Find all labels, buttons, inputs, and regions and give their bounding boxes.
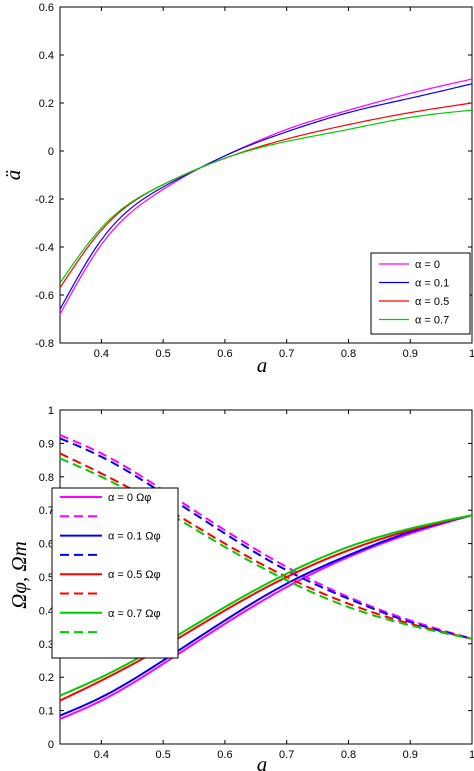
- y-tick-label: 0.1: [39, 706, 54, 718]
- x-tick-label: 0.6: [217, 749, 232, 761]
- series-line-0: [59, 514, 473, 720]
- y-tick-label: 0.3: [39, 639, 54, 651]
- legend-label-2: α = 0.5: [415, 296, 449, 308]
- legend-label-1: α = 0.1: [415, 278, 449, 290]
- y-tick-label: -0.6: [35, 290, 54, 302]
- series-line-0: [59, 78, 473, 315]
- x-axis-label: a: [257, 752, 268, 771]
- legend: α = 0 α = 0.1 α = 0.5 α = 0.7: [370, 252, 471, 335]
- y-tick-label: 0.7: [39, 505, 54, 517]
- y-tick-label: 0.2: [39, 672, 54, 684]
- legend-label-4: α = 0.5 Ωφ: [108, 569, 161, 581]
- series-line-1: [59, 434, 473, 640]
- y-tick-label: -0.4: [35, 242, 54, 254]
- x-tick-label: 0.4: [94, 749, 109, 761]
- x-tick-label: 1: [469, 348, 474, 360]
- y-tick-label: 0.6: [39, 2, 54, 14]
- y-axis-label: Ωφ, Ωm: [7, 541, 31, 609]
- x-tick-label: 0.7: [279, 348, 294, 360]
- legend-label-0: α = 0 Ωφ: [108, 492, 151, 504]
- legend-box: [370, 252, 471, 335]
- x-tick-label: 0.8: [341, 749, 356, 761]
- y-tick-label: 0.2: [39, 98, 54, 110]
- y-tick-label: 0.4: [39, 50, 54, 62]
- y-tick-label: 1: [48, 405, 54, 417]
- series-line-2: [59, 514, 473, 717]
- x-tick-label: 0.4: [94, 348, 109, 360]
- x-tick-label: 0.8: [341, 348, 356, 360]
- x-tick-label: 0.5: [156, 749, 171, 761]
- y-tick-label: 0.8: [39, 472, 54, 484]
- y-tick-label: 0: [48, 739, 54, 751]
- y-axis-label: ä: [1, 170, 25, 181]
- plot-frame: [59, 6, 473, 344]
- series-line-4: [59, 514, 473, 702]
- series-line-1: [59, 83, 473, 310]
- y-tick-label: 0.4: [39, 605, 54, 617]
- legend: α = 0 Ωφ α = 0.1 Ωφ α = 0.5 Ωφ α = 0.7 Ωφ: [51, 487, 179, 659]
- y-tick-label: 0.6: [39, 539, 54, 551]
- x-tick-label: 0.6: [217, 348, 232, 360]
- y-tick-label: 0: [48, 146, 54, 158]
- x-tick-label: 0.9: [403, 749, 418, 761]
- x-axis-label: a: [257, 353, 268, 377]
- series-line-3: [59, 109, 473, 284]
- legend-label-0: α = 0: [415, 259, 440, 271]
- acceleration-chart: 0.4 0.5 0.6 0.7 0.8 0.9 1 -0.8 -0.6 -0.4 -0.2 0 0.2 0…: [1, 2, 474, 377]
- legend-label-6: α = 0.7 Ωφ: [108, 608, 161, 620]
- legend-label-2: α = 0.1 Ωφ: [108, 531, 161, 543]
- y-tick-label: -0.2: [35, 194, 54, 206]
- x-tick-label: 1: [469, 749, 474, 761]
- y-tick-label: -0.8: [35, 338, 54, 350]
- y-tick-label: 0.5: [39, 572, 54, 584]
- x-tick-label: 0.9: [403, 348, 418, 360]
- y-tick-label: 0.9: [39, 438, 54, 450]
- series-line-6: [59, 514, 473, 697]
- legend-label-3: α = 0.7: [415, 315, 449, 327]
- x-tick-label: 0.5: [156, 348, 171, 360]
- series-line-3: [59, 437, 473, 640]
- density-parameter-chart: 0.4 0.5 0.6 0.7 0.8 0.9 1 0 0.1 0.2 0.3 0.4 0.5 0.6 0.…: [7, 405, 474, 771]
- legend-box: [51, 487, 179, 659]
- series-line-2: [59, 102, 473, 289]
- x-tick-label: 0.7: [279, 749, 294, 761]
